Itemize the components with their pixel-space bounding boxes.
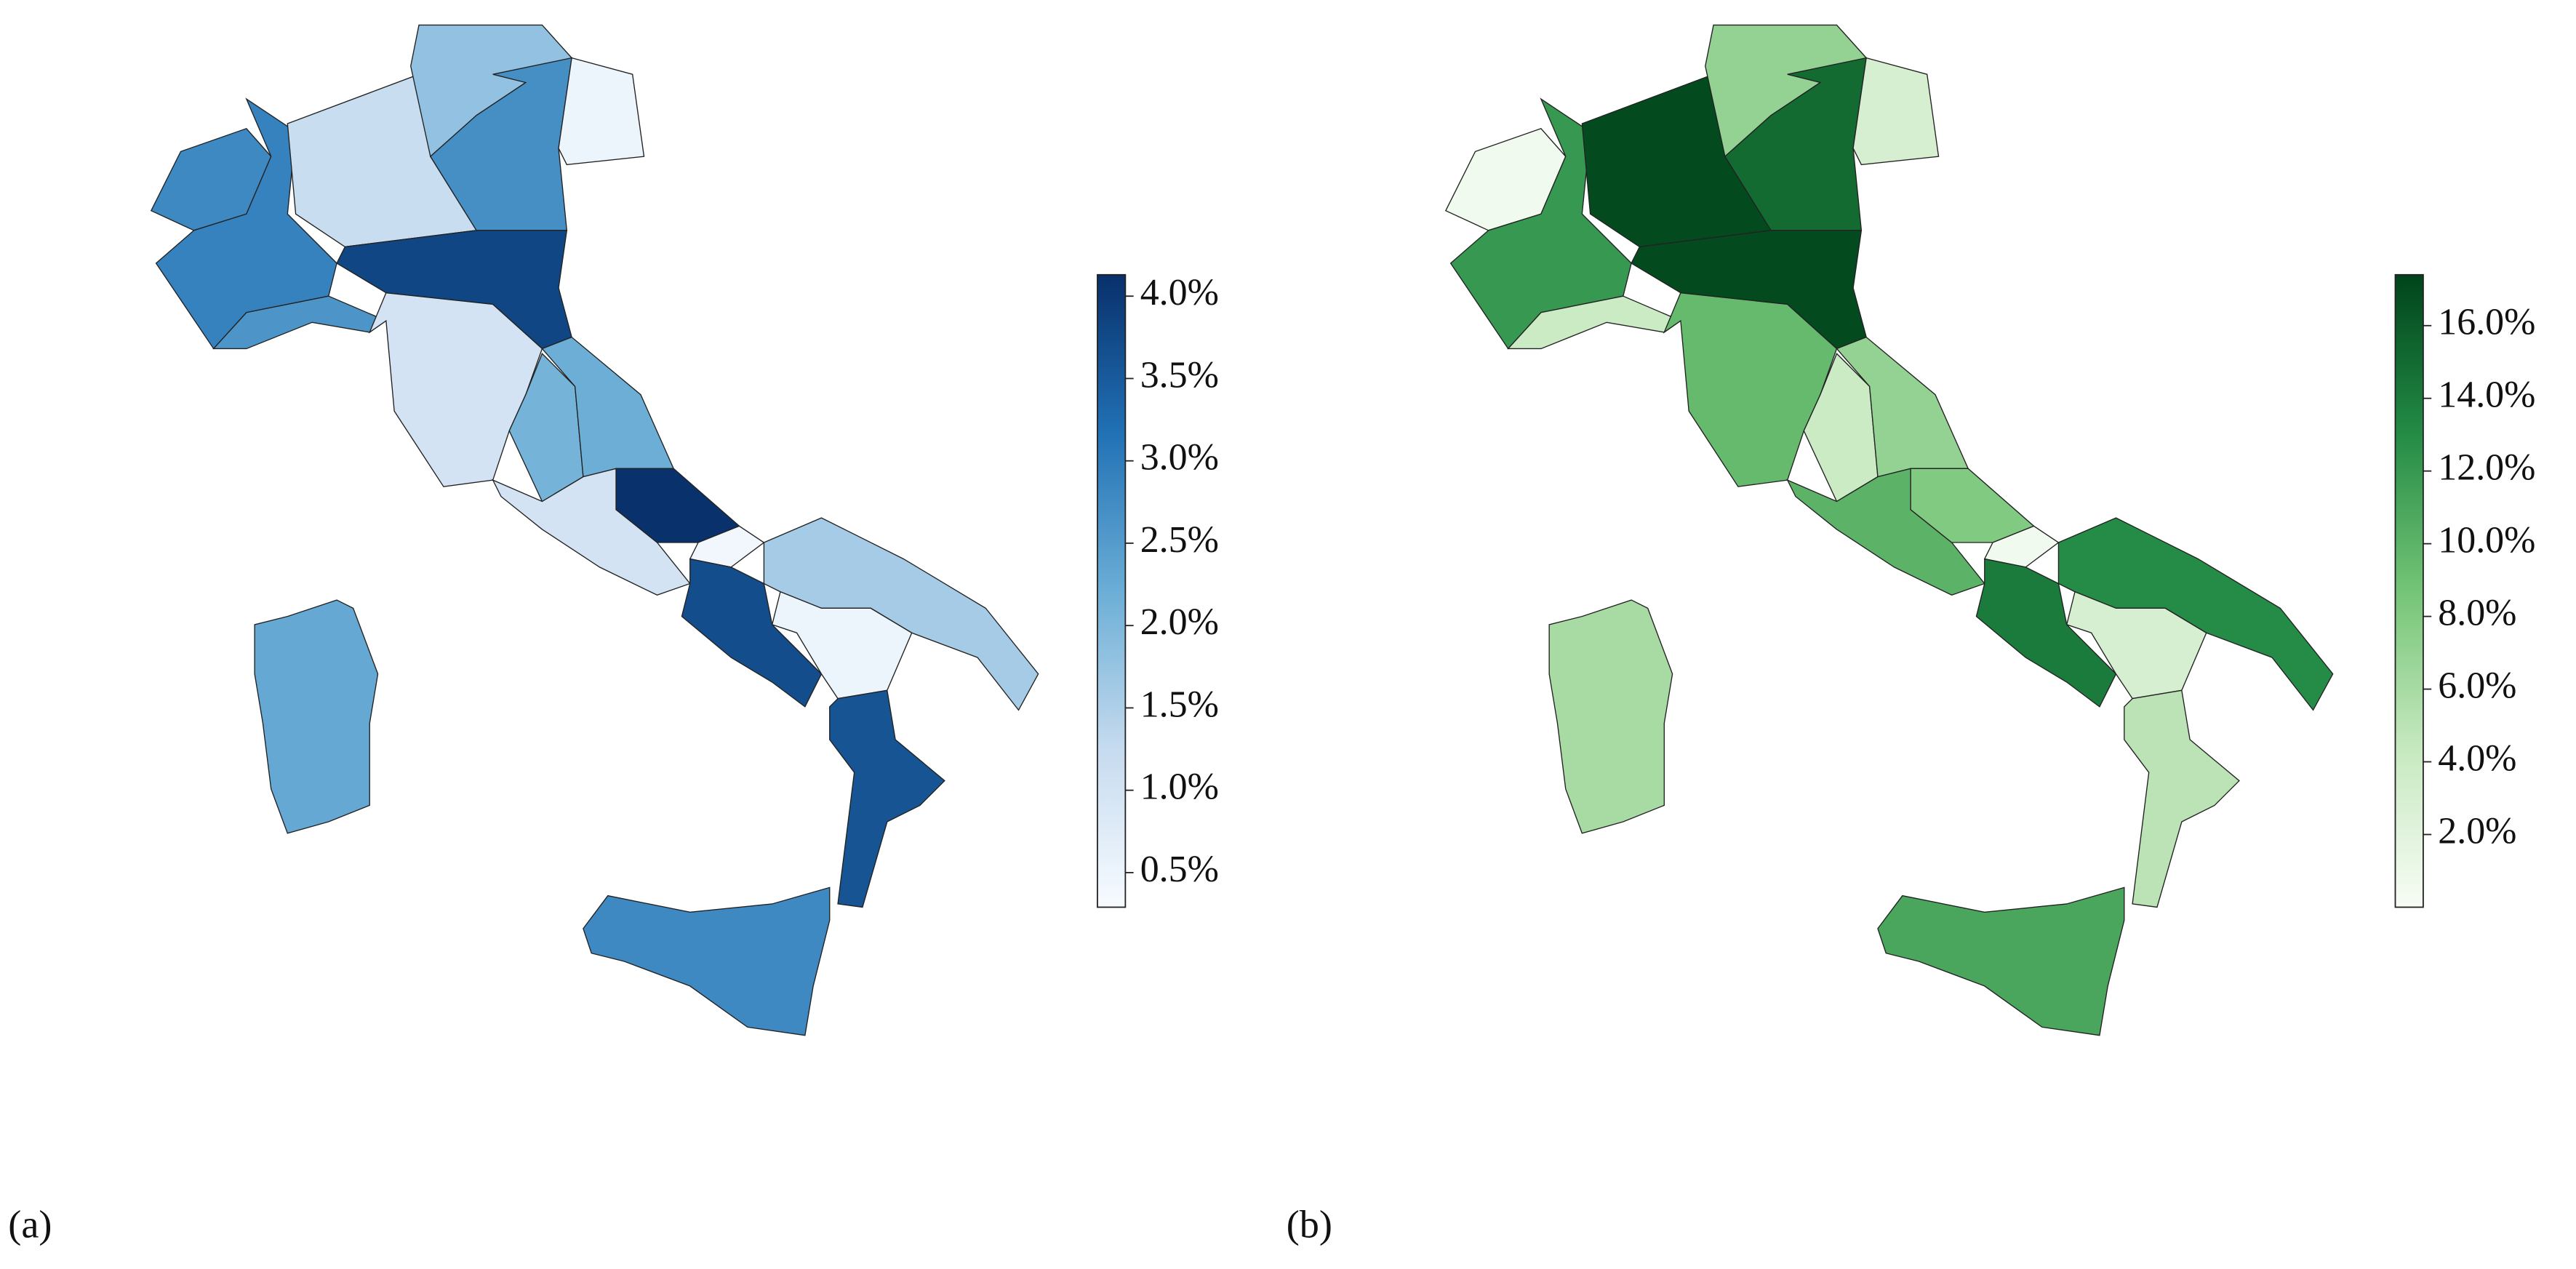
map-panel: 0.5% 1.0% 1.5% 2.0% 2.5% 3.0% 3.5% 4.0% (a) — [8, 24, 1219, 1246]
colorbar-tick-label: 2.0% — [2438, 810, 2516, 852]
colorbar-tick-label: 8.0% — [2438, 593, 2516, 634]
region — [1983, 525, 2060, 568]
region — [558, 57, 645, 166]
region — [2065, 591, 2207, 700]
colorbar-tick-label: 3.0% — [1140, 437, 1219, 479]
region — [1548, 599, 1673, 834]
colorbar-tick-label: 0.5% — [1140, 849, 1219, 890]
colorbar-tick-label: 2.0% — [1140, 601, 1219, 643]
colorbar-tick-label: 1.0% — [1140, 766, 1219, 808]
region — [254, 599, 379, 834]
colorbar-tick-label: 6.0% — [2438, 665, 2516, 707]
panel-label: (b) — [1287, 1203, 1332, 1246]
region — [1786, 468, 1985, 596]
colorbar-tick-label: 14.0% — [2438, 375, 2535, 416]
region — [492, 468, 691, 596]
colorbar-tick-label: 12.0% — [2438, 447, 2535, 489]
panel-label: (a) — [8, 1203, 52, 1246]
colorbar-tick-label: 16.0% — [2438, 302, 2535, 343]
map-panel: 2.0% 4.0% 6.0% 8.0% 10.0% 12.0% 14.0% 16.0% (b) — [1287, 24, 2535, 1246]
colorbar — [1097, 273, 1127, 908]
colorbar-tick-label: 4.0% — [2438, 737, 2516, 779]
colorbar-tick-label: 10.0% — [2438, 520, 2535, 561]
colorbar — [2394, 273, 2424, 908]
region — [1852, 57, 1940, 166]
colorbar-tick-label: 2.5% — [1140, 519, 1219, 561]
region — [771, 591, 913, 700]
colorbar-tick-label: 4.0% — [1140, 272, 1219, 313]
region — [829, 689, 945, 908]
region — [1877, 886, 2125, 1036]
region — [583, 886, 831, 1036]
colorbar-tick-label: 3.5% — [1140, 354, 1219, 396]
region — [689, 525, 765, 568]
region — [2124, 689, 2240, 908]
colorbar-tick-label: 1.5% — [1140, 684, 1219, 725]
